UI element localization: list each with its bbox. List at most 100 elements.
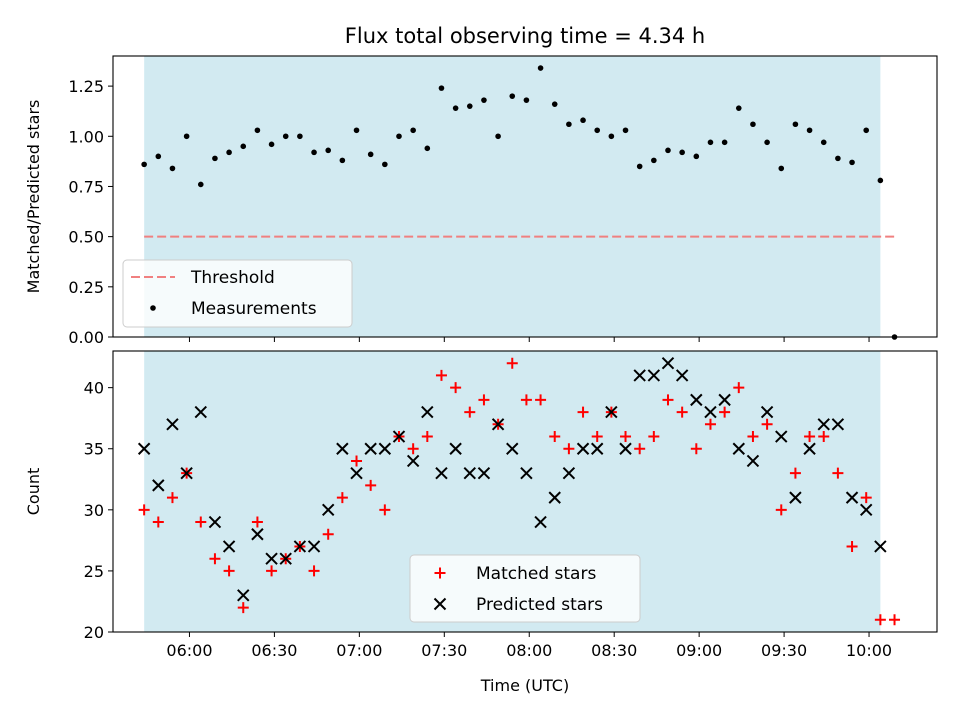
predicted-star-marker [874, 540, 887, 553]
matched-star-marker [549, 431, 561, 443]
predicted-star-marker [534, 515, 547, 529]
matched-star-marker [166, 492, 178, 504]
measurement-points [141, 65, 898, 340]
matched-star-marker [804, 431, 816, 443]
predicted-star-marker [237, 589, 250, 602]
matched-star-marker [322, 528, 334, 540]
matched-star-marker [195, 516, 207, 528]
matched-star-marker [775, 504, 787, 516]
measurement-point [339, 157, 346, 164]
predicted-star-marker [590, 442, 604, 455]
predicted-star-marker [222, 540, 236, 553]
measurement-point [735, 105, 742, 111]
y-tick-label: 0.75 [68, 177, 104, 196]
matched-star-marker [266, 565, 278, 577]
x-tick-label: 08:00 [506, 641, 552, 660]
predicted-star-marker [803, 442, 816, 455]
matched-star-marker [818, 431, 830, 443]
predicted-star-marker [378, 442, 392, 455]
predicted-star-marker [137, 442, 151, 455]
predicted-star-marker [817, 418, 830, 431]
x-axis-label: Time (UTC) [480, 676, 569, 695]
measurement-point [155, 153, 162, 160]
y-tick-label: 40 [84, 379, 104, 398]
measurement-point [495, 133, 501, 140]
y-axis-label: Matched/Predicted stars [24, 100, 43, 294]
measurement-point [382, 161, 388, 168]
ratio-panel: 0.00 0.25 0.50 0.75 1.00 1.25 Matched/Predicte… [24, 55, 938, 347]
matched-star-marker [648, 431, 660, 443]
measurement-point [197, 181, 204, 188]
predicted-star-marker [279, 552, 292, 565]
matched-star-marker [520, 394, 532, 406]
predicted-star-marker [506, 442, 519, 455]
predicted-star-marker [760, 405, 774, 419]
predicted-star-marker [491, 418, 505, 431]
matched-star-marker [719, 406, 731, 418]
x-tick-label: 10:00 [846, 641, 892, 660]
measurement-point [254, 127, 261, 134]
predicted-star-marker [746, 454, 760, 468]
predicted-star-marker [463, 466, 476, 480]
matched-star-marker [251, 516, 263, 528]
axes-frame [112, 350, 938, 633]
measurement-point [169, 165, 176, 172]
predicted-star-marker [647, 369, 661, 382]
predicted-star-marker [732, 442, 745, 455]
matched-star-marker [138, 504, 150, 516]
measurement-point [481, 97, 487, 103]
predicted-star-marker [321, 503, 335, 517]
measurement-point [537, 65, 544, 71]
y-tick-label: 0.50 [68, 228, 104, 247]
predicted-star-marker [860, 503, 873, 517]
predicted-star-marker [265, 552, 278, 565]
count-panel: 20 25 30 35 40 06:00 06:30 07:00 07:30 08:00 08:30… [24, 350, 938, 695]
legend-matched-label: Matched stars [476, 564, 596, 584]
y-tick-label: 35 [84, 440, 104, 459]
matched-star-marker [450, 382, 462, 394]
measurement-point [651, 157, 657, 164]
predicted-star-marker [350, 466, 363, 480]
measurement-point [721, 139, 728, 146]
predicted-star-marker [520, 466, 533, 480]
y-tick-label: 1.25 [68, 77, 104, 96]
predicted-star-marker [831, 418, 845, 431]
matched-star-marker [874, 614, 886, 626]
legend-matched-swatch [434, 567, 446, 579]
matched-star-marker [407, 443, 419, 455]
y-tick-label: 20 [84, 623, 104, 642]
measurement-point [580, 117, 586, 124]
measurement-point [877, 177, 884, 184]
x-tick-label: 08:30 [591, 641, 637, 660]
predicted-star-marker [406, 454, 420, 468]
predicted-star-marker [449, 442, 462, 455]
measurement-point [226, 149, 232, 156]
matched-star-marker [662, 394, 674, 406]
y-tick-label: 30 [84, 501, 104, 520]
measurement-point [367, 151, 374, 158]
measurement-point [835, 155, 841, 162]
chart-title: Flux total observing time = 4.34 h [345, 24, 705, 48]
legend-box [122, 259, 353, 328]
measurement-point [396, 133, 402, 140]
measurement-point [707, 139, 714, 146]
matched-star-marker [535, 394, 547, 406]
measurement-point [297, 133, 303, 140]
measurement-point [679, 149, 685, 156]
measurement-point [750, 121, 756, 128]
matched-star-marker [223, 565, 235, 577]
measurement-point [452, 105, 459, 111]
measurement-point [636, 163, 643, 170]
matched-star-marker [435, 369, 447, 381]
predicted-star-marker [194, 405, 207, 419]
measurement-point [353, 127, 360, 134]
predicted-star-marker [576, 442, 590, 455]
matched-star-marker [379, 504, 391, 516]
matched-star-marker [421, 431, 433, 443]
predicted-star-marker [392, 430, 406, 443]
predicted-star-marker [180, 466, 193, 480]
measurement-point [424, 145, 431, 152]
matched-star-marker [704, 418, 716, 430]
measurement-point [410, 127, 416, 134]
